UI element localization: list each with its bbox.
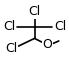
Text: Cl: Cl (54, 20, 66, 33)
Text: Cl: Cl (3, 20, 15, 33)
Text: Cl: Cl (28, 5, 41, 18)
Text: O: O (42, 38, 52, 51)
Text: Cl: Cl (5, 42, 18, 55)
